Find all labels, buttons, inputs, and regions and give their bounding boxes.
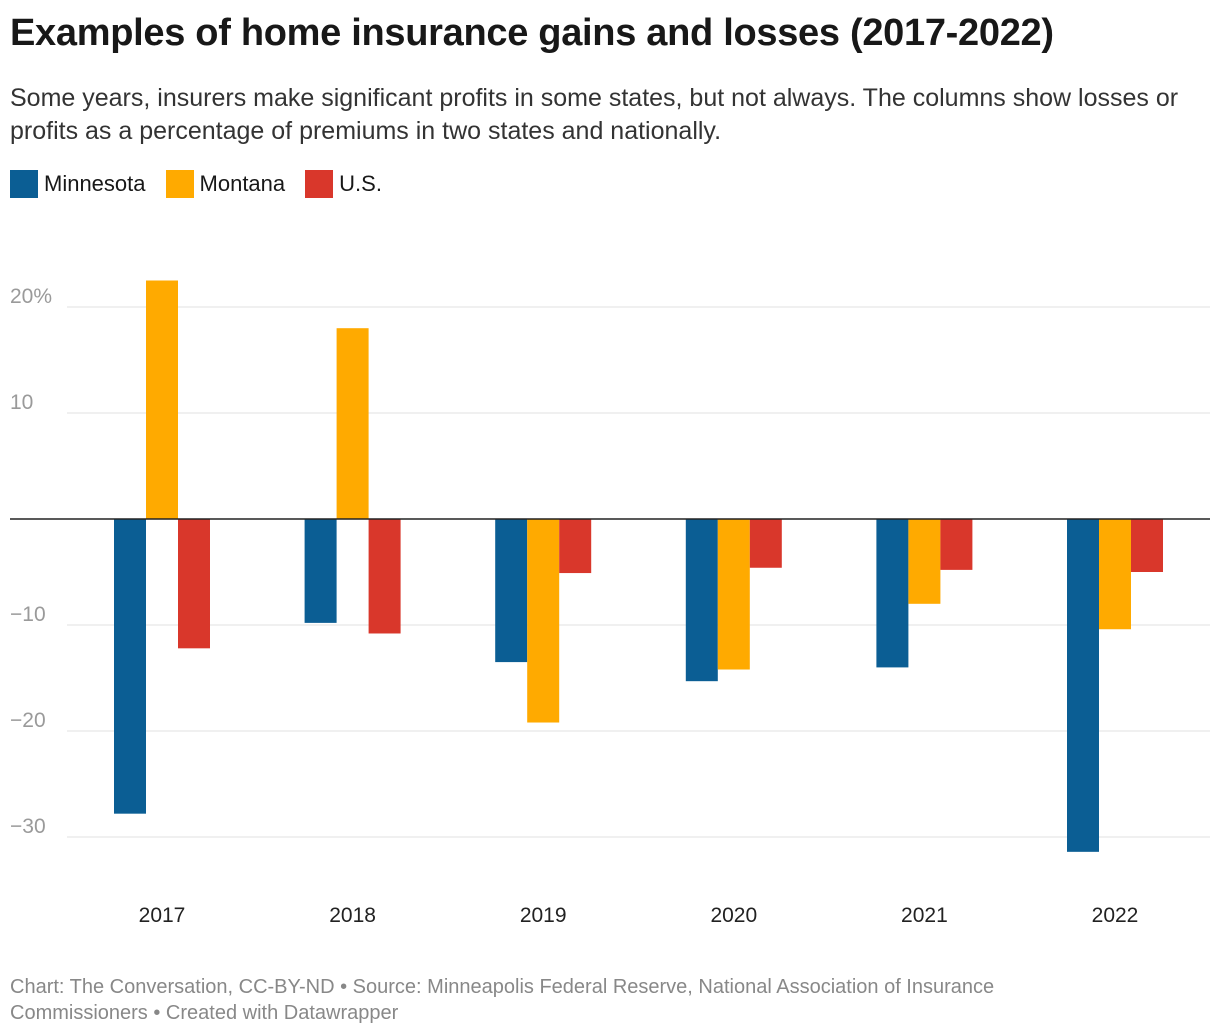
bar-minnesota-2020 bbox=[685, 519, 718, 682]
legend-label: U.S. bbox=[339, 171, 382, 196]
bar-us-2019 bbox=[559, 519, 592, 574]
legend-item-minnesota: Minnesota bbox=[10, 170, 146, 198]
legend-label: Minnesota bbox=[44, 171, 146, 196]
bar-minnesota-2021 bbox=[876, 519, 909, 668]
y-tick-label: 20% bbox=[10, 285, 52, 308]
bar-us-2017 bbox=[178, 519, 210, 649]
y-tick-label: −10 bbox=[10, 603, 46, 626]
legend-swatch bbox=[10, 170, 38, 198]
legend-swatch bbox=[165, 170, 194, 198]
y-tick-label: 10 bbox=[10, 391, 33, 414]
y-tick-label: −30 bbox=[10, 815, 46, 838]
chart-subtitle: Some years, insurers make significant pr… bbox=[10, 84, 1179, 145]
bar-montana-2020 bbox=[717, 519, 750, 670]
legend-item-montana: Montana bbox=[165, 170, 286, 198]
bar-minnesota-2019 bbox=[495, 519, 528, 663]
bar-us-2021 bbox=[940, 519, 973, 570]
x-tick-label: 2020 bbox=[710, 904, 757, 927]
bar-us-2018 bbox=[368, 519, 401, 634]
x-tick-label: 2018 bbox=[329, 904, 376, 927]
x-tick-label: 2022 bbox=[1092, 904, 1139, 927]
bar-us-2020 bbox=[749, 519, 782, 568]
bar-montana-2018 bbox=[336, 328, 369, 519]
legend-swatch bbox=[305, 170, 334, 198]
bar-minnesota-2018 bbox=[304, 519, 337, 623]
bar-montana-2022 bbox=[1099, 519, 1131, 630]
bar-montana-2017 bbox=[146, 280, 178, 519]
chart-footer: Chart: The Conversation, CC-BY-ND • Sour… bbox=[10, 976, 995, 1024]
legend-label: Montana bbox=[199, 171, 286, 196]
x-tick-label: 2021 bbox=[901, 904, 948, 927]
x-tick-label: 2019 bbox=[520, 904, 567, 927]
bar-montana-2019 bbox=[527, 519, 560, 723]
legend-item-us: U.S. bbox=[305, 170, 382, 198]
legend: Minnesota Montana U.S. bbox=[10, 170, 382, 198]
y-tick-label: −20 bbox=[10, 709, 46, 732]
bar-montana-2021 bbox=[908, 519, 941, 604]
bar-minnesota-2022 bbox=[1067, 519, 1099, 852]
bar-us-2022 bbox=[1131, 519, 1163, 572]
chart-title: Examples of home insurance gains and los… bbox=[10, 12, 1054, 54]
x-tick-label: 2017 bbox=[139, 904, 186, 927]
bar-minnesota-2017 bbox=[114, 519, 146, 814]
